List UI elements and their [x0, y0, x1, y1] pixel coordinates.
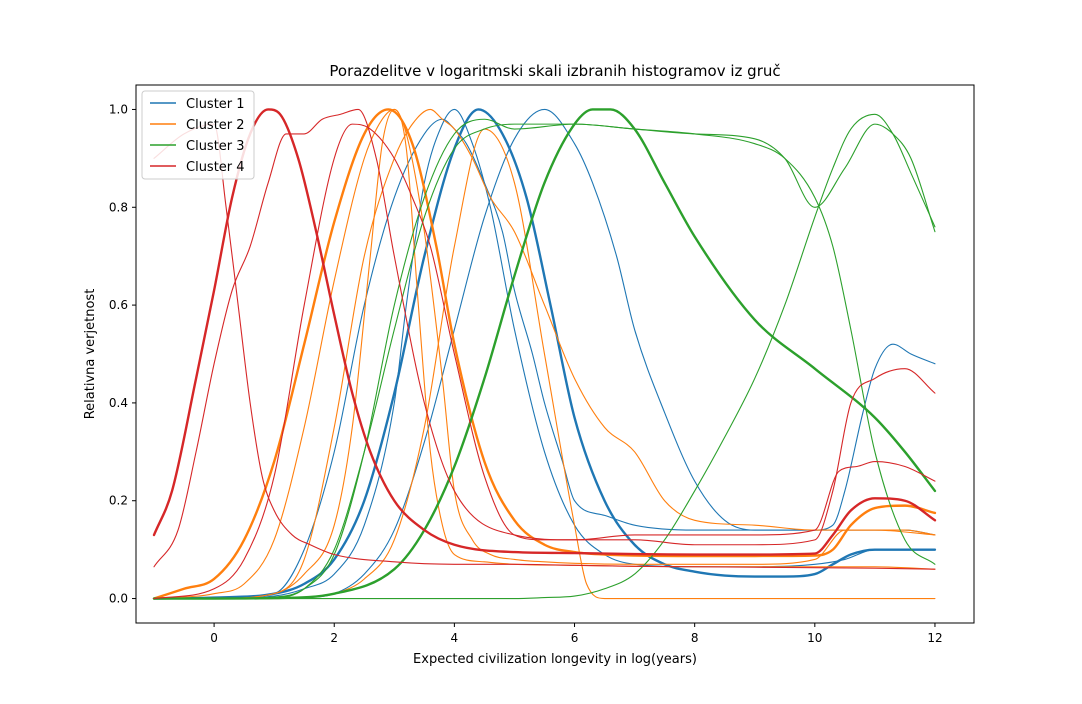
series-line-cluster-3-12 — [153, 118, 936, 600]
y-tick-label: 1.0 — [109, 102, 128, 116]
y-tick-label: 0.6 — [109, 298, 128, 312]
series-line-cluster-3-9 — [152, 108, 937, 600]
legend-label-cluster-3: Cluster 3 — [186, 139, 245, 154]
series-line-cluster-4-13 — [152, 108, 937, 556]
chart-title: Porazdelitve v logaritmski skali izbrani… — [329, 62, 780, 80]
series-line-cluster-4-14 — [153, 108, 936, 568]
legend-label-cluster-1: Cluster 1 — [186, 97, 245, 112]
x-tick-label: 6 — [571, 631, 579, 645]
series-layer — [152, 108, 937, 600]
y-axis-ticks: 0.0 0.2 0.4 0.6 0.8 1.0 — [109, 102, 136, 606]
x-tick-label: 12 — [927, 631, 942, 645]
y-tick-label: 0.8 — [109, 200, 128, 214]
legend-label-cluster-2: Cluster 2 — [186, 118, 245, 133]
y-tick-label: 0.0 — [109, 592, 128, 606]
x-tick-label: 4 — [451, 631, 459, 645]
x-axis-ticks: 0 2 4 6 8 10 12 — [210, 623, 943, 645]
series-line-cluster-3-10 — [153, 123, 936, 600]
x-tick-label: 2 — [330, 631, 338, 645]
series-line-cluster-1-1 — [153, 108, 936, 600]
legend-label-cluster-4: Cluster 4 — [186, 160, 245, 175]
series-line-cluster-1-0 — [152, 108, 937, 600]
series-line-cluster-2-5 — [153, 108, 936, 600]
y-tick-label: 0.2 — [109, 494, 128, 508]
plot-background — [136, 85, 974, 623]
legend-box — [141, 90, 255, 180]
series-line-cluster-4-16 — [153, 123, 936, 600]
x-tick-label: 10 — [807, 631, 822, 645]
y-axis-label: Relativna verjetnost — [83, 289, 98, 420]
legend: Cluster 1 Cluster 2 Cluster 3 Cluster 4 — [141, 90, 255, 180]
series-line-cluster-4-15 — [153, 123, 936, 570]
y-tick-label: 0.4 — [109, 396, 128, 410]
x-tick-label: 8 — [691, 631, 699, 645]
series-line-cluster-1-2 — [153, 118, 936, 600]
x-axis-label: Expected civilization longevity in log(y… — [413, 652, 697, 667]
plot-frame — [135, 84, 975, 624]
plot-area: 0 2 4 6 8 10 12 0.0 0.2 0.4 0.6 0.8 1.0 — [109, 84, 975, 645]
series-line-cluster-2-4 — [152, 108, 937, 600]
x-tick-label: 0 — [210, 631, 218, 645]
